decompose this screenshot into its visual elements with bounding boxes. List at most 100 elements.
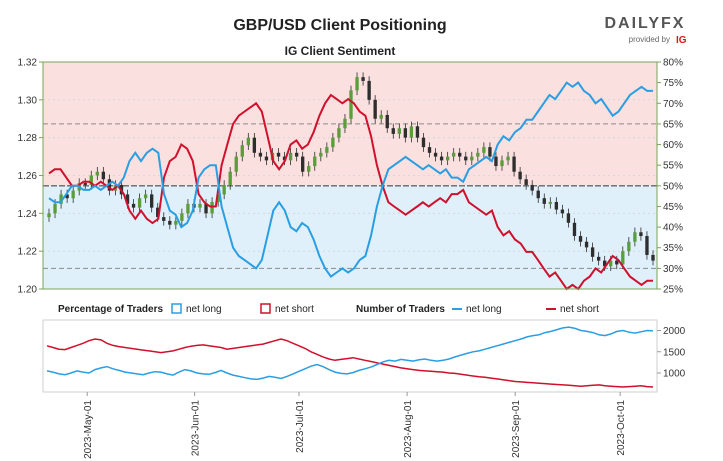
percent-tick-label: 55% bbox=[663, 161, 683, 172]
brand-logo: DAILYFX provided by IG bbox=[605, 15, 687, 46]
candle-body bbox=[234, 156, 238, 172]
candle-body bbox=[476, 152, 480, 157]
percent-tick-label: 65% bbox=[663, 119, 683, 130]
candle-body bbox=[258, 152, 263, 157]
candle-body bbox=[307, 166, 311, 172]
candle-body bbox=[246, 137, 250, 146]
percent-tick-label: 35% bbox=[663, 243, 683, 254]
candle-body bbox=[168, 220, 172, 225]
candle-body bbox=[264, 156, 269, 161]
candle-body bbox=[294, 152, 299, 157]
candle-body bbox=[578, 236, 583, 242]
candle-body bbox=[373, 99, 377, 119]
net-short-percentage-line bbox=[48, 93, 653, 291]
candle-body bbox=[343, 118, 347, 129]
candle-body bbox=[584, 241, 589, 248]
chart-subtitle: IG Client Sentiment bbox=[285, 44, 396, 58]
candle-body bbox=[47, 213, 51, 218]
legend-pct-short-swatch bbox=[260, 303, 271, 314]
candle-body bbox=[633, 232, 637, 242]
candle-body bbox=[240, 145, 244, 157]
candle-body bbox=[542, 198, 546, 204]
candle-body bbox=[71, 190, 75, 199]
candle-body bbox=[89, 175, 93, 185]
candle-body bbox=[367, 80, 371, 100]
candle-body bbox=[125, 194, 130, 204]
candle-body bbox=[464, 156, 468, 161]
candle-body bbox=[403, 128, 408, 138]
candle-body bbox=[518, 171, 522, 180]
candle-body bbox=[433, 152, 438, 157]
candle-body bbox=[210, 201, 214, 214]
candle-body bbox=[301, 156, 305, 172]
shade-long-zone bbox=[43, 185, 657, 289]
percent-tick-label: 75% bbox=[663, 78, 683, 89]
candle-body bbox=[560, 209, 565, 214]
legend-number-heading: Number of Traders bbox=[356, 304, 445, 315]
legend-pct-long-swatch bbox=[171, 303, 182, 314]
candle-body bbox=[53, 203, 57, 214]
candle-body bbox=[319, 152, 323, 157]
count-tick-label: 1000 bbox=[663, 369, 686, 380]
candle-body bbox=[500, 160, 504, 167]
candle-body bbox=[536, 190, 540, 199]
price-tick-label: 1.28 bbox=[18, 133, 38, 144]
percent-tick-label: 70% bbox=[663, 99, 683, 110]
legend-pct-short-label: net short bbox=[275, 304, 314, 315]
date-tick-label: 2023-Jul-01 bbox=[295, 400, 306, 453]
candle-body bbox=[143, 194, 148, 199]
candle-body bbox=[198, 203, 202, 208]
candle-body bbox=[137, 198, 142, 208]
count-tick-label: 1500 bbox=[663, 347, 686, 358]
date-tick-label: 2023-May-01 bbox=[83, 400, 94, 459]
candle-body bbox=[228, 171, 232, 185]
candle-body bbox=[252, 137, 257, 153]
net-long-count-line bbox=[46, 326, 654, 381]
candle-body bbox=[572, 222, 577, 237]
candle-body bbox=[337, 128, 341, 138]
candle-body bbox=[349, 90, 353, 119]
price-tick-label: 1.32 bbox=[18, 58, 38, 69]
price-tick-label: 1.20 bbox=[18, 285, 38, 296]
candle-body bbox=[379, 114, 383, 119]
price-axis: 1.32 1.30 1.28 1.26 1.24 1.22 1.20 bbox=[18, 58, 43, 296]
percent-tick-label: 40% bbox=[663, 223, 683, 234]
candle-body bbox=[313, 156, 317, 167]
candle-body bbox=[590, 247, 595, 257]
candle-body bbox=[439, 156, 444, 161]
candle-body bbox=[355, 77, 359, 91]
candle-body bbox=[101, 171, 106, 180]
candle-body bbox=[482, 147, 486, 153]
candle-body bbox=[385, 114, 389, 129]
candle-body bbox=[548, 201, 552, 204]
candle-body bbox=[131, 203, 136, 208]
price-tick-label: 1.22 bbox=[18, 247, 38, 258]
main-plot: 1.32 1.30 1.28 1.26 1.24 1.22 1.20 80% 75% 70% 65… bbox=[18, 58, 684, 296]
candle-body bbox=[276, 152, 281, 157]
percent-axis: 80% 75% 70% 65% 60% 55% 50% 45% 40% 35% 30% 25% bbox=[657, 58, 683, 296]
candle-body bbox=[603, 260, 607, 267]
candle-body bbox=[609, 260, 613, 267]
price-tick-label: 1.26 bbox=[18, 171, 38, 182]
candle-body bbox=[639, 232, 643, 237]
candle-body bbox=[391, 128, 395, 134]
percent-tick-label: 50% bbox=[663, 181, 683, 192]
candle-body bbox=[397, 128, 401, 134]
date-axis: 2023-May-01 2023-Jun-01 2023-Jul-01 2023-Au… bbox=[83, 392, 627, 459]
price-tick-label: 1.24 bbox=[18, 209, 38, 220]
brand-provided-by: provided by bbox=[629, 35, 670, 44]
price-tick-label: 1.30 bbox=[18, 95, 38, 106]
candle-body bbox=[445, 156, 450, 161]
count-axis: 2000 1500 1000 bbox=[657, 326, 686, 380]
candle-body bbox=[282, 156, 287, 161]
candle-body bbox=[325, 147, 329, 153]
percent-tick-label: 30% bbox=[663, 264, 683, 275]
count-tick-label: 2000 bbox=[663, 326, 686, 337]
candle-body bbox=[156, 207, 160, 218]
net-short-count-line bbox=[46, 338, 654, 388]
brand-name: DAILYFX bbox=[605, 15, 686, 32]
candle-body bbox=[651, 254, 655, 261]
legend-percentage-heading: Percentage of Traders bbox=[58, 304, 163, 315]
candle-body bbox=[222, 184, 226, 195]
date-tick-label: 2023-Jun-01 bbox=[191, 400, 202, 457]
